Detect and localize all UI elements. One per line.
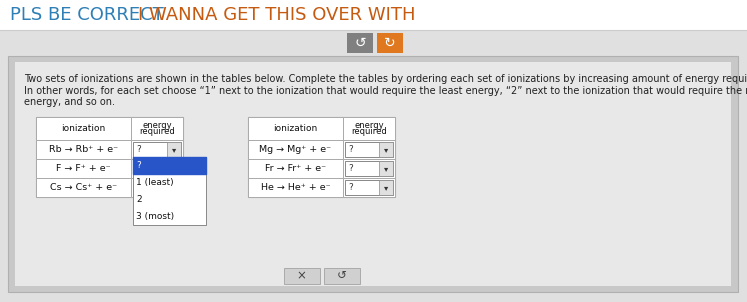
Text: ▾: ▾	[172, 145, 176, 154]
Bar	[36, 159, 131, 178]
Bar	[248, 159, 343, 178]
Text: 2: 2	[136, 195, 142, 204]
Text: energy: energy	[142, 121, 172, 130]
Bar	[323, 268, 359, 284]
Bar	[133, 142, 181, 157]
Text: ↻: ↻	[384, 36, 396, 50]
Text: 3 (most): 3 (most)	[136, 212, 174, 221]
Bar	[284, 268, 320, 284]
Bar	[379, 180, 393, 195]
Bar	[36, 178, 131, 197]
Text: He → He⁺ + e⁻: He → He⁺ + e⁻	[261, 183, 330, 192]
Text: ?: ?	[136, 164, 140, 173]
Text: ionization: ionization	[273, 124, 317, 133]
Text: ?: ?	[136, 183, 140, 192]
Bar	[131, 178, 183, 197]
Text: required: required	[351, 127, 387, 136]
Bar	[377, 33, 403, 53]
Bar	[36, 117, 131, 140]
Text: ▾: ▾	[172, 164, 176, 173]
Bar	[8, 56, 738, 292]
Bar	[343, 178, 395, 197]
Text: I WANNA GET THIS OVER WITH: I WANNA GET THIS OVER WITH	[138, 6, 415, 24]
Bar	[345, 180, 393, 195]
Text: ?: ?	[348, 164, 353, 173]
Text: ionization: ionization	[61, 124, 105, 133]
Bar	[133, 180, 181, 195]
Bar	[167, 142, 181, 157]
Text: ▾: ▾	[384, 145, 388, 154]
Text: Two sets of ionizations are shown in the tables below. Complete the tables by or: Two sets of ionizations are shown in the…	[24, 74, 747, 84]
Text: ↺: ↺	[337, 269, 347, 282]
Bar	[379, 161, 393, 176]
Bar	[131, 140, 183, 159]
Text: ▾: ▾	[172, 183, 176, 192]
Text: required: required	[139, 127, 175, 136]
Text: 1 (least): 1 (least)	[136, 178, 173, 187]
Bar	[15, 62, 731, 286]
Bar	[345, 142, 393, 157]
Bar	[0, 0, 747, 30]
Text: ▾: ▾	[384, 183, 388, 192]
Bar	[343, 117, 395, 140]
Bar	[248, 117, 343, 140]
Bar	[347, 33, 373, 53]
Text: ↺: ↺	[354, 36, 366, 50]
Bar	[343, 140, 395, 159]
Bar	[343, 159, 395, 178]
Bar	[131, 117, 183, 140]
Bar	[248, 140, 343, 159]
Text: energy: energy	[354, 121, 384, 130]
Text: ?: ?	[348, 145, 353, 154]
Text: ?: ?	[136, 161, 140, 170]
Text: In other words, for each set choose “1” next to the ionization that would requir: In other words, for each set choose “1” …	[24, 86, 747, 96]
Bar	[133, 157, 206, 174]
Bar	[36, 117, 183, 197]
Text: energy, and so on.: energy, and so on.	[24, 97, 115, 107]
Bar	[131, 159, 183, 178]
Bar	[345, 161, 393, 176]
Text: F → F⁺ + e⁻: F → F⁺ + e⁻	[56, 164, 111, 173]
Text: ?: ?	[348, 183, 353, 192]
Bar	[248, 178, 343, 197]
Bar	[133, 157, 206, 225]
Text: Cs → Cs⁺ + e⁻: Cs → Cs⁺ + e⁻	[50, 183, 117, 192]
Bar	[167, 161, 181, 176]
Bar	[133, 161, 181, 176]
Bar	[248, 117, 395, 197]
Bar	[167, 180, 181, 195]
Text: Rb → Rb⁺ + e⁻: Rb → Rb⁺ + e⁻	[49, 145, 118, 154]
Text: Fr → Fr⁺ + e⁻: Fr → Fr⁺ + e⁻	[265, 164, 326, 173]
Text: PLS BE CORRECT: PLS BE CORRECT	[10, 6, 170, 24]
Text: ▾: ▾	[384, 164, 388, 173]
Text: ×: ×	[297, 269, 306, 282]
Text: Mg → Mg⁺ + e⁻: Mg → Mg⁺ + e⁻	[259, 145, 332, 154]
Bar	[36, 140, 131, 159]
Text: ?: ?	[136, 145, 140, 154]
Bar	[379, 142, 393, 157]
